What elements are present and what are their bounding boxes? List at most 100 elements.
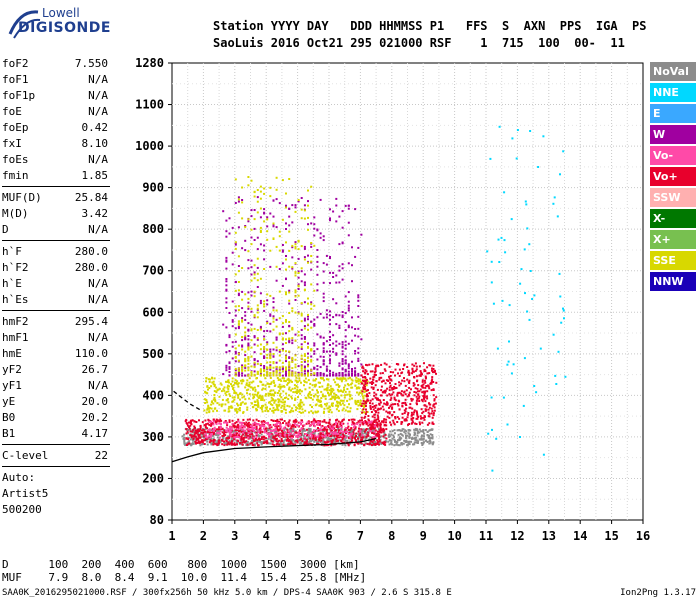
echo-point <box>418 421 421 424</box>
echo-point <box>237 265 240 267</box>
echo-point <box>263 300 266 303</box>
echo-point <box>376 439 379 442</box>
echo-point <box>210 403 213 406</box>
echo-point <box>401 416 404 419</box>
echo-point <box>246 408 249 411</box>
echo-point <box>276 428 279 431</box>
echo-point <box>225 394 228 397</box>
echo-point <box>365 432 368 435</box>
echo-point <box>288 321 291 323</box>
echo-point <box>208 387 211 389</box>
echo-point <box>295 385 298 387</box>
echo-point <box>288 312 291 314</box>
echo-point <box>373 416 376 419</box>
echo-point <box>316 228 319 231</box>
echo-point <box>234 247 237 250</box>
echo-point <box>300 365 303 368</box>
echo-point <box>332 298 335 301</box>
echo-point <box>275 371 278 374</box>
echo-point <box>247 342 250 345</box>
echo-point <box>411 398 414 401</box>
echo-point <box>259 231 262 233</box>
echo-point <box>373 413 376 416</box>
echo-point <box>366 382 369 385</box>
echo-point <box>329 219 331 222</box>
echo-point <box>300 267 303 270</box>
echo-point <box>278 422 281 424</box>
echo-point <box>278 317 281 320</box>
echo-point <box>365 402 368 405</box>
echo-point <box>278 374 281 377</box>
echo-point <box>317 410 320 413</box>
param-row: yF1 N/A <box>2 378 110 394</box>
echo-point <box>327 437 330 439</box>
x-tick-label: 15 <box>604 529 618 543</box>
echo-point <box>216 431 219 434</box>
echo-point <box>495 437 498 440</box>
echo-point <box>207 388 209 391</box>
echo-point <box>281 365 284 368</box>
echo-point <box>329 372 331 375</box>
echo-point <box>328 434 330 437</box>
echo-point <box>361 366 364 369</box>
echo-point <box>280 379 283 382</box>
echo-point <box>390 423 393 426</box>
echo-point <box>285 355 287 358</box>
echo-point <box>414 439 417 441</box>
echo-point <box>269 355 272 358</box>
echo-point <box>333 434 336 437</box>
echo-point <box>382 420 385 423</box>
echo-point <box>262 383 265 386</box>
param-group: hmF2 295.4 hmF1 N/A hmE 110.0 yF2 26.7 yF1 N/… <box>2 314 110 442</box>
echo-point <box>386 402 389 405</box>
echo-point <box>247 176 250 178</box>
echo-point <box>389 405 392 408</box>
echo-point <box>237 325 240 328</box>
echo-point <box>371 427 374 430</box>
echo-point <box>342 435 345 438</box>
echo-point <box>223 389 226 392</box>
echo-point <box>212 383 215 386</box>
echo-point <box>404 437 407 439</box>
echo-point <box>347 291 350 294</box>
echo-point <box>338 243 341 246</box>
echo-point <box>225 284 228 287</box>
echo-point <box>339 432 342 434</box>
echo-point <box>301 421 304 424</box>
echo-point <box>354 439 357 442</box>
echo-point <box>232 425 235 428</box>
echo-point <box>345 432 347 435</box>
echo-point <box>297 396 299 399</box>
echo-point <box>201 441 204 444</box>
echo-point <box>413 391 416 393</box>
echo-point <box>256 286 259 288</box>
echo-point <box>255 377 258 380</box>
echo-point <box>415 410 418 413</box>
echo-point <box>559 295 562 298</box>
echo-point <box>326 439 329 442</box>
echo-point <box>366 399 369 402</box>
echo-point <box>274 432 277 435</box>
echo-point <box>364 405 367 407</box>
echo-point <box>266 218 269 221</box>
echo-point <box>557 350 560 353</box>
echo-point <box>274 438 277 441</box>
echo-point <box>408 382 411 384</box>
echo-point <box>422 442 425 445</box>
echo-point <box>378 439 381 442</box>
echo-point <box>359 431 362 434</box>
echo-point <box>188 442 191 445</box>
echo-point <box>215 423 218 426</box>
echo-point <box>285 291 287 294</box>
echo-point <box>215 433 218 436</box>
echo-point <box>329 362 331 365</box>
echo-point <box>234 374 237 377</box>
echo-point <box>275 279 278 282</box>
echo-point <box>328 410 331 413</box>
echo-point <box>335 408 338 411</box>
echo-point <box>300 347 303 350</box>
echo-point <box>331 387 334 390</box>
echo-point <box>258 394 261 397</box>
echo-point <box>388 433 391 436</box>
echo-point <box>364 387 367 390</box>
